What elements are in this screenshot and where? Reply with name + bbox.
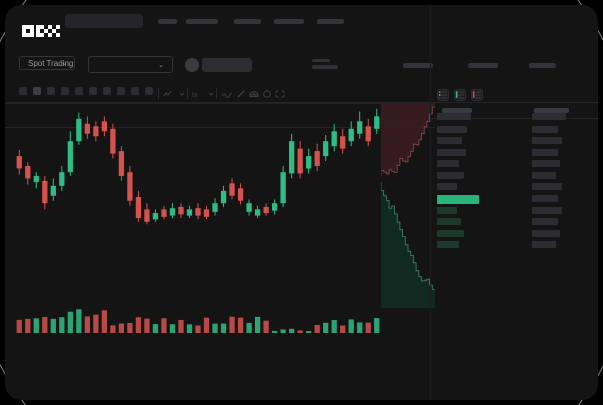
svg-text:fx: fx <box>192 92 198 99</box>
